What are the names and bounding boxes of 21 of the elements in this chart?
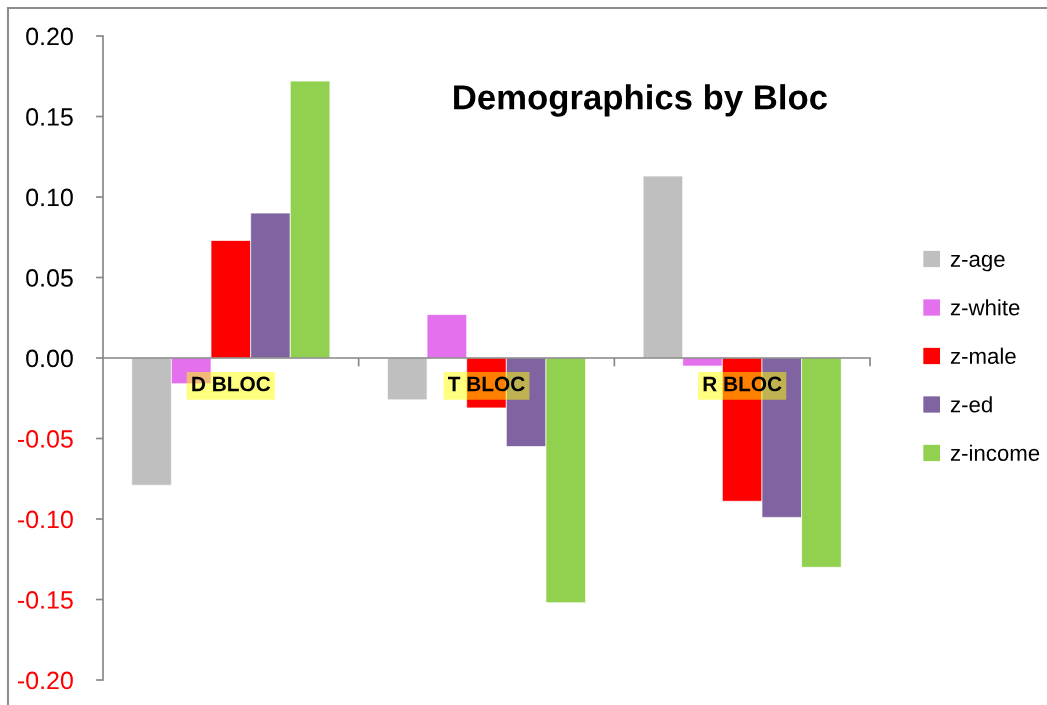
- y-tick-label: 0.05: [26, 269, 73, 287]
- bar: [387, 357, 428, 401]
- bar: [642, 175, 684, 359]
- legend-label: z-white: [950, 299, 1020, 316]
- y-tick-label: 0.15: [26, 108, 73, 126]
- legend-label: z-age: [950, 254, 1005, 272]
- y-tick-label: -0.20: [17, 671, 73, 690]
- legend-label: z-income: [950, 444, 1040, 461]
- y-tick-label: -0.10: [17, 510, 73, 529]
- y-tick-label: -0.05: [17, 430, 73, 448]
- x-tick-label: R BLOC: [703, 376, 782, 392]
- y-tick-label: 0.00: [26, 349, 73, 368]
- x-tick-label: T BLOC: [447, 376, 525, 392]
- y-tick-label: 0.10: [26, 188, 73, 207]
- text: Demographics by Bloc: [454, 84, 828, 117]
- x-tick-label: D BLOC: [192, 376, 271, 392]
- legend-label: z-male: [950, 347, 1016, 364]
- y-tick-label: -0.15: [17, 591, 73, 609]
- legend-label: z-ed: [950, 396, 992, 413]
- y-tick-label: 0.20: [26, 27, 73, 46]
- bar: [426, 314, 468, 359]
